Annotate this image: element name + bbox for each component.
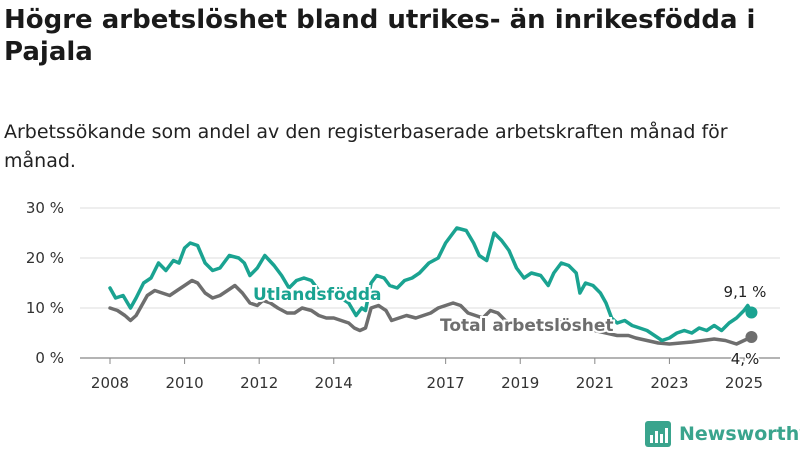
newsworthy-logo: Newsworthy [645, 420, 800, 448]
y-tick-label: 0 % [35, 349, 64, 367]
series-line-total [108, 278, 754, 346]
series-name-total: Total arbetslöshet [440, 316, 614, 336]
x-tick-label: 2012 [240, 374, 278, 392]
brand-name: Newsworthy [679, 423, 800, 445]
y-tick-label: 10 % [26, 299, 64, 317]
series-line-utlandsfodda [108, 226, 754, 343]
y-tick-label: 20 % [26, 249, 64, 267]
series-labels: Utlandsfödda 9,1 % Total arbetslöshet 4,% [251, 282, 768, 370]
series-end-point-total [745, 331, 758, 343]
x-tick-label: 2008 [91, 374, 129, 392]
x-tick-label: 2010 [165, 374, 203, 392]
series-end-value-total: 4,% [731, 350, 760, 368]
chart-subtitle: Arbetssökande som andel av den registerb… [4, 121, 728, 172]
series-end-point-utlandsfodda [745, 306, 758, 319]
chart-title: Högre arbetslöshet bland utrikes- än inr… [4, 5, 756, 67]
x-axis-ticks: 2008 2010 2012 2014 2017 2019 2021 2023 2025 [91, 358, 763, 392]
x-tick-label: 2023 [650, 374, 688, 392]
series-name-utlandsfodda: Utlandsfödda [253, 285, 382, 305]
y-axis-ticks: 0 % 10 % 20 % 30 % [26, 199, 64, 367]
x-tick-label: 2025 [725, 374, 763, 392]
line-chart: 0 % 10 % 20 % 30 % 2008 2010 2012 2014 2017 2019… [26, 199, 780, 392]
x-tick-label: 2019 [501, 374, 539, 392]
x-tick-label: 2017 [427, 374, 465, 392]
y-tick-label: 30 % [26, 199, 64, 217]
series-end-value-utlandsfodda: 9,1 % [724, 283, 767, 301]
x-tick-label: 2021 [576, 374, 614, 392]
grid-lines [80, 207, 780, 359]
x-tick-label: 2014 [315, 374, 353, 392]
series-lines [108, 226, 758, 346]
newsworthy-logo-icon [645, 421, 671, 447]
